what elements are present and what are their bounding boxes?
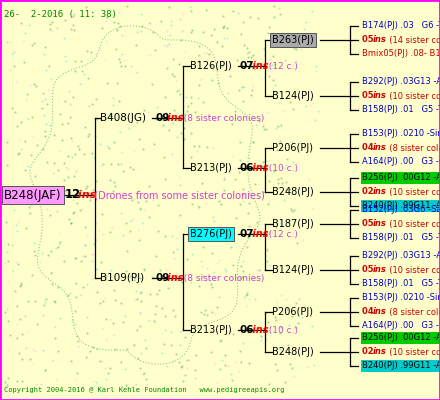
Text: (12 c.): (12 c.): [263, 62, 298, 70]
Text: B109(PJ): B109(PJ): [100, 273, 144, 283]
Text: B158(PJ) .01   G5 -Takab93R: B158(PJ) .01 G5 -Takab93R: [362, 234, 440, 242]
Text: B248(PJ): B248(PJ): [272, 347, 314, 357]
Text: B248(JAF): B248(JAF): [4, 188, 62, 202]
Text: B213(PJ): B213(PJ): [190, 163, 232, 173]
Text: (8 sister colonies): (8 sister colonies): [384, 144, 440, 152]
Text: B263(PJ): B263(PJ): [272, 35, 314, 45]
Text: B240(PJ) .99G11 -AthosSt80R: B240(PJ) .99G11 -AthosSt80R: [362, 362, 440, 370]
Text: 04: 04: [362, 144, 377, 152]
Text: ins: ins: [373, 308, 387, 316]
Text: ins: ins: [164, 113, 183, 123]
Text: (8 sister colonies): (8 sister colonies): [178, 274, 264, 282]
Text: 09: 09: [155, 113, 169, 123]
Text: A164(PJ) .00   G3 -Cankiri97Q: A164(PJ) .00 G3 -Cankiri97Q: [362, 322, 440, 330]
Text: (10 sister colonies): (10 sister colonies): [384, 220, 440, 228]
Text: B124(PJ): B124(PJ): [272, 91, 314, 101]
Text: Copyright 2004-2016 @ Karl Kehle Foundation   www.pedigreeapis.org: Copyright 2004-2016 @ Karl Kehle Foundat…: [4, 387, 285, 393]
Text: (10 c.): (10 c.): [263, 164, 298, 172]
Text: B248(PJ): B248(PJ): [272, 187, 314, 197]
Text: B256(PJ) .00G12 -AthosSt80R: B256(PJ) .00G12 -AthosSt80R: [362, 334, 440, 342]
Text: B187(PJ): B187(PJ): [272, 219, 314, 229]
Text: B124(PJ): B124(PJ): [272, 265, 314, 275]
Text: ins: ins: [373, 266, 387, 274]
Text: (10 sister colonies): (10 sister colonies): [384, 92, 440, 100]
Text: ins: ins: [373, 348, 387, 356]
Text: B158(PJ) .01   G5 -Takab93R: B158(PJ) .01 G5 -Takab93R: [362, 106, 440, 114]
Text: B292(PJ) .03G13 -AthosSt80R: B292(PJ) .03G13 -AthosSt80R: [362, 252, 440, 260]
Text: B153(PJ) .0210 -SinopEgg86R: B153(PJ) .0210 -SinopEgg86R: [362, 294, 440, 302]
Text: P206(PJ): P206(PJ): [272, 307, 313, 317]
Text: ins: ins: [373, 36, 387, 44]
Text: B213(PJ): B213(PJ): [190, 325, 232, 335]
Text: (10 c.): (10 c.): [263, 326, 298, 334]
Text: (12 c.): (12 c.): [263, 230, 298, 238]
Text: B153(PJ) .0210 -SinopEgg86R: B153(PJ) .0210 -SinopEgg86R: [362, 130, 440, 138]
Text: 02: 02: [362, 188, 377, 196]
Text: ins: ins: [373, 144, 387, 152]
Text: ins: ins: [249, 325, 268, 335]
Text: ins: ins: [249, 163, 268, 173]
Text: (10 sister colonies): (10 sister colonies): [384, 188, 440, 196]
Text: B408(JG): B408(JG): [100, 113, 146, 123]
Text: B292(PJ) .03G13 -AthosSt80R: B292(PJ) .03G13 -AthosSt80R: [362, 78, 440, 86]
Text: ins: ins: [249, 229, 268, 239]
Text: B152(PJ) .03G6 -Sardasht93R: B152(PJ) .03G6 -Sardasht93R: [362, 206, 440, 214]
Text: 26-  2-2016 ( 11: 38): 26- 2-2016 ( 11: 38): [4, 10, 117, 19]
Text: Bmix05(PJ) .08- B194+B248+B: Bmix05(PJ) .08- B194+B248+B: [362, 50, 440, 58]
Text: 04: 04: [362, 308, 377, 316]
Text: B276(PJ): B276(PJ): [190, 229, 232, 239]
Text: (8 sister colonies): (8 sister colonies): [384, 308, 440, 316]
Text: (10 sister colonies): (10 sister colonies): [384, 348, 440, 356]
Text: A164(PJ) .00   G3 -Cankiri97Q: A164(PJ) .00 G3 -Cankiri97Q: [362, 158, 440, 166]
Text: 12: 12: [65, 188, 81, 202]
Text: ins: ins: [164, 273, 183, 283]
Text: (10 sister colonies): (10 sister colonies): [384, 266, 440, 274]
Text: B126(PJ): B126(PJ): [190, 61, 232, 71]
Text: ins: ins: [373, 188, 387, 196]
Text: B240(PJ) .99G11 -AthosSt80R: B240(PJ) .99G11 -AthosSt80R: [362, 202, 440, 210]
Text: B256(PJ) .00G12 -AthosSt80R: B256(PJ) .00G12 -AthosSt80R: [362, 174, 440, 182]
Text: (14 sister colonies): (14 sister colonies): [384, 36, 440, 44]
Text: 07: 07: [240, 61, 255, 71]
Text: 07: 07: [240, 229, 255, 239]
Text: 06: 06: [240, 325, 254, 335]
Text: P206(PJ): P206(PJ): [272, 143, 313, 153]
Text: 02: 02: [362, 348, 377, 356]
Text: ins: ins: [74, 190, 96, 200]
Text: ins: ins: [373, 220, 387, 228]
Text: (Drones from some sister colonies): (Drones from some sister colonies): [88, 190, 265, 200]
Text: 06: 06: [240, 163, 254, 173]
Text: 09: 09: [155, 273, 169, 283]
Text: (8 sister colonies): (8 sister colonies): [178, 114, 264, 122]
Text: 05: 05: [362, 92, 377, 100]
Text: B174(PJ) .03   G6 -Takab93R: B174(PJ) .03 G6 -Takab93R: [362, 22, 440, 30]
Text: 05: 05: [362, 220, 377, 228]
Text: ins: ins: [249, 61, 268, 71]
Text: B158(PJ) .01   G5 -Takab93R: B158(PJ) .01 G5 -Takab93R: [362, 280, 440, 288]
Text: ins: ins: [373, 92, 387, 100]
Text: 05: 05: [362, 36, 377, 44]
Text: 05: 05: [362, 266, 377, 274]
